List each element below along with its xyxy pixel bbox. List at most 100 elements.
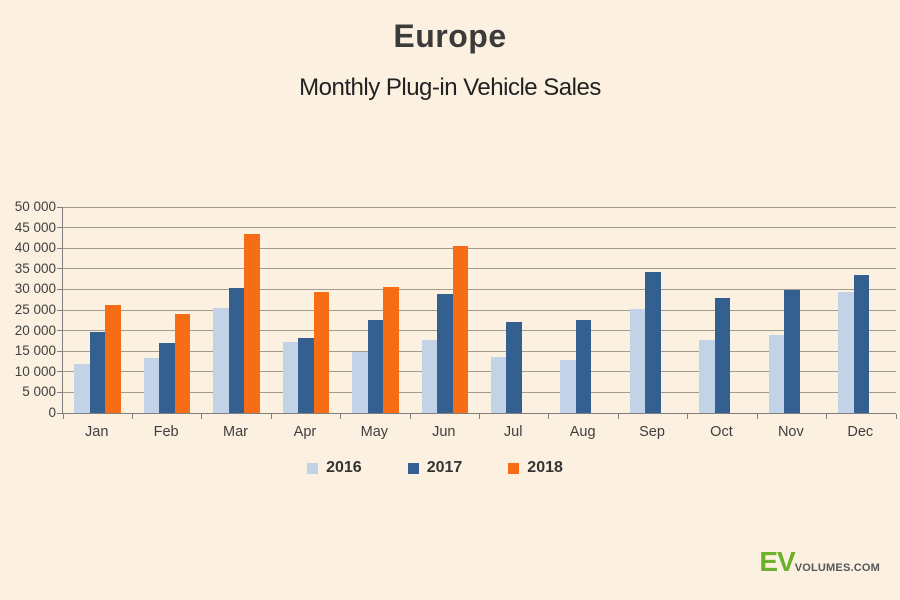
x-axis-label-sep: Sep (639, 424, 665, 440)
y-axis-label: 0 (48, 405, 56, 420)
x-axis-label-feb: Feb (153, 424, 179, 440)
gridline (63, 330, 896, 332)
x-axis-label-nov: Nov (777, 424, 804, 440)
y-axis-label: 50 000 (14, 199, 56, 214)
gridline (63, 309, 896, 311)
legend-swatch-2017 (407, 462, 419, 474)
y-axis-label: 15 000 (14, 343, 56, 359)
gridline (63, 268, 896, 270)
bar-2016-dec (838, 292, 854, 413)
legend-item-2018: 2018 (508, 459, 563, 477)
x-axis-label-aug: Aug (569, 424, 596, 440)
bar-2018-apr (313, 291, 330, 413)
y-axis-tick (57, 309, 63, 311)
x-axis-label-jan: Jan (85, 424, 109, 440)
bar-2016-jul (490, 357, 507, 413)
y-axis-label: 40 000 (14, 240, 56, 256)
gridline (63, 247, 896, 249)
gridline (63, 288, 896, 290)
bar-2016-may (352, 352, 368, 413)
bar-2016-feb (143, 357, 160, 413)
y-axis-tick (57, 330, 63, 332)
x-axis-tick (548, 414, 550, 419)
x-axis-tick (270, 414, 272, 419)
bar-2017-feb (159, 342, 175, 413)
plot-area: 0 5 000 10 000 15 000 20 000 25 000 30 000 35 0… (15, 199, 897, 420)
legend-item-2016: 2016 (307, 459, 362, 477)
bar-2018-jan (105, 305, 121, 413)
x-axis-label-oct: Oct (710, 424, 733, 440)
bar-2017-oct (714, 297, 731, 413)
gridline (63, 350, 896, 352)
y-axis-tick (57, 391, 63, 393)
gridline (63, 391, 896, 393)
legend-swatch-2016 (307, 462, 319, 474)
y-axis-tick (57, 350, 63, 352)
y-axis-tick (57, 371, 63, 373)
y-axis-tick (57, 227, 63, 229)
bar-2018-mar (244, 234, 260, 413)
x-axis-tick (479, 414, 480, 419)
x-axis-tick (201, 414, 203, 419)
x-axis-tick (756, 414, 758, 419)
x-axis-tick (62, 414, 64, 419)
x-axis-tick (409, 414, 411, 419)
gridline (63, 371, 896, 373)
x-axis-tick (826, 414, 828, 419)
bar-2016-sep (629, 308, 646, 413)
bar-2017-nov (784, 290, 800, 413)
bar-2017-may (367, 320, 384, 413)
bar-2016-jun (421, 339, 438, 413)
legend-item-2017: 2017 (407, 459, 463, 477)
bar-2016-aug (560, 359, 576, 413)
bar-2017-mar (228, 288, 245, 413)
legend: 2016 2017 2018 (0, 459, 870, 477)
bar-2016-apr (282, 342, 299, 413)
bar-2017-apr (298, 338, 314, 413)
bar-2017-jul (506, 322, 522, 413)
x-axis-label-jun: Jun (432, 424, 456, 440)
bar-2018-jun (452, 245, 469, 413)
y-axis-tick (57, 268, 63, 270)
y-axis-label: 5 000 (22, 384, 56, 400)
bar-2017-sep (645, 271, 661, 413)
y-axis-label: 10 000 (14, 363, 56, 379)
x-axis-tick (131, 414, 133, 419)
bar-2016-jan (74, 363, 90, 413)
legend-label-2016: 2016 (326, 459, 362, 476)
y-axis-tick (57, 412, 63, 414)
bar-2016-nov (768, 334, 785, 413)
x-axis-tick (340, 414, 342, 419)
y-axis-label: 45 000 (14, 219, 56, 235)
y-axis-tick (57, 247, 63, 249)
legend-label-2017: 2017 (426, 459, 463, 476)
bar-2017-dec (853, 274, 870, 413)
ev-volumes-logo: EV VOLUMES.COM (759, 546, 880, 578)
bar-2018-feb (174, 314, 191, 413)
y-axis-label: 20 000 (14, 322, 56, 338)
y-axis-label: 25 000 (14, 302, 56, 317)
bar-2016-mar (213, 307, 229, 413)
gridline (63, 227, 896, 229)
bar-2017-jan (89, 332, 106, 413)
y-axis-label: 35 000 (14, 260, 56, 276)
chart-subtitle: Monthly Plug-in Vehicle Sales (299, 74, 601, 101)
legend-label-2018: 2018 (527, 459, 563, 476)
logo-volumes-text: VOLUMES.COM (794, 562, 880, 574)
x-axis-label-apr: Apr (293, 424, 317, 440)
y-axis-tick (57, 288, 63, 290)
y-axis-label: 30 000 (14, 281, 56, 297)
x-axis-label-dec: Dec (847, 424, 874, 440)
x-axis-label-jul: Jul (503, 424, 523, 440)
x-axis-label-mar: Mar (223, 424, 249, 440)
bar-2018-may (383, 286, 399, 413)
logo-ev-text: EV (759, 546, 795, 577)
x-axis-label-may: May (360, 424, 389, 440)
x-axis-tick (617, 414, 619, 419)
x-axis-tick (895, 414, 897, 419)
legend-swatch-2018 (508, 462, 520, 474)
bar-2017-jun (437, 293, 453, 413)
bar-2016-oct (699, 339, 715, 413)
bar-2017-aug (575, 320, 592, 413)
chart-title: Europe (393, 18, 507, 54)
